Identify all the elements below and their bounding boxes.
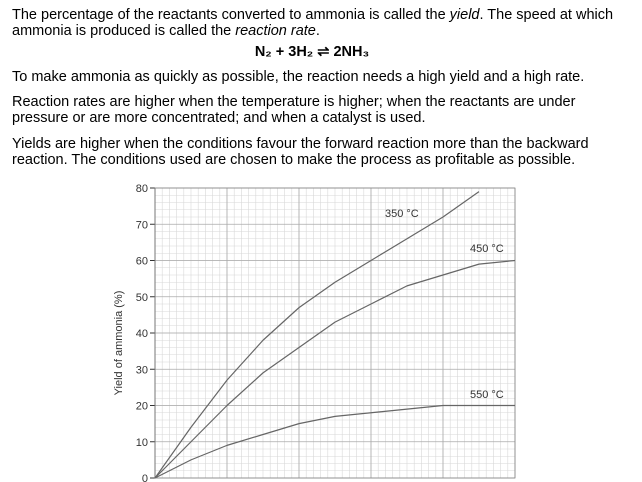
curve (154, 259, 516, 479)
y-tick-label: 80 (136, 183, 148, 195)
paragraph: Reaction rates are higher when the tempe… (12, 94, 576, 110)
text: . The speed at which (480, 7, 614, 23)
curve-label: 550 °C (470, 389, 504, 401)
y-tick-label: 10 (136, 437, 148, 449)
y-tick-label: 60 (136, 256, 148, 268)
y-axis-label: Yield of ammonia (%) (113, 291, 125, 396)
y-tick-label: 30 (136, 364, 148, 376)
intro-line: The percentage of the reactants converte… (12, 7, 613, 23)
curve-label: 450 °C (470, 243, 504, 255)
equation: N₂ + 3H₂ ⇌ 2NH₃ (255, 44, 369, 60)
y-tick-label: 0 (142, 473, 148, 482)
intro-line: ammonia is produced is called the reacti… (12, 23, 320, 39)
text: reaction rate (235, 23, 316, 39)
paragraph: pressure or are more concentrated; and w… (12, 110, 425, 126)
y-tick-label: 40 (136, 328, 148, 340)
text: The percentage of the reactants converte… (12, 7, 450, 23)
paragraph: reaction. The conditions used are chosen… (12, 152, 575, 168)
paragraph: Yields are higher when the conditions fa… (12, 136, 589, 152)
paragraph: To make ammonia as quickly as possible, … (12, 69, 584, 85)
text: yield (449, 7, 481, 23)
y-tick-label: 20 (136, 401, 148, 413)
plot-frame (154, 187, 516, 479)
y-tick-label: 50 (136, 292, 148, 304)
curve (154, 191, 480, 479)
chart: 0 10 20 30 40 50 60 70 80 Yield of ammonia (%) 350… (113, 183, 516, 482)
y-tick-label: 70 (136, 219, 148, 231)
text: . (316, 23, 320, 39)
curve-label: 350 °C (385, 208, 419, 220)
curve (154, 404, 515, 479)
text: ammonia is produced is called the (12, 23, 235, 39)
